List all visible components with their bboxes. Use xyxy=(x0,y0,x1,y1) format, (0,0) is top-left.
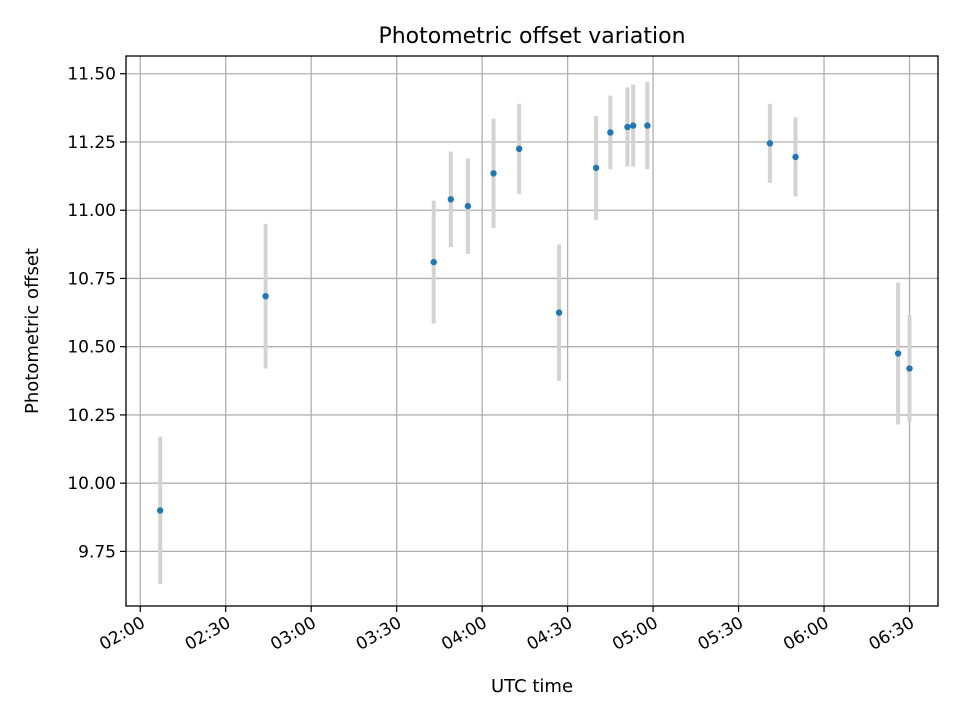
grid-lines xyxy=(126,56,938,606)
data-point xyxy=(629,122,637,129)
data-point xyxy=(592,164,600,172)
data-point xyxy=(515,145,523,153)
data-point xyxy=(447,196,454,203)
y-tick-label: 9.75 xyxy=(78,542,116,562)
data-point xyxy=(766,140,774,147)
y-tick-label: 10.00 xyxy=(67,474,116,494)
data-point xyxy=(464,202,472,210)
data-point xyxy=(624,123,631,131)
data-point xyxy=(262,292,269,300)
data-point xyxy=(607,129,614,136)
data-point xyxy=(490,170,497,177)
y-tick-label: 10.25 xyxy=(67,406,116,426)
y-tick-label: 10.75 xyxy=(67,269,116,289)
chart-title: Photometric offset variation xyxy=(378,24,685,49)
data-point xyxy=(792,153,799,161)
data-point xyxy=(894,350,902,357)
x-axis-label: UTC time xyxy=(491,676,573,697)
data-point xyxy=(430,258,437,266)
data-point xyxy=(555,309,563,316)
y-tick-label: 11.50 xyxy=(67,65,116,85)
y-axis-label: Photometric offset xyxy=(22,248,43,414)
y-tick-label: 10.50 xyxy=(67,338,116,358)
data-points xyxy=(156,122,913,514)
data-point xyxy=(906,365,913,372)
data-point xyxy=(156,507,164,514)
plot-frame xyxy=(125,55,939,607)
y-tick-label: 11.25 xyxy=(67,133,116,153)
data-point xyxy=(644,122,651,129)
y-tick-label: 11.00 xyxy=(67,201,116,221)
